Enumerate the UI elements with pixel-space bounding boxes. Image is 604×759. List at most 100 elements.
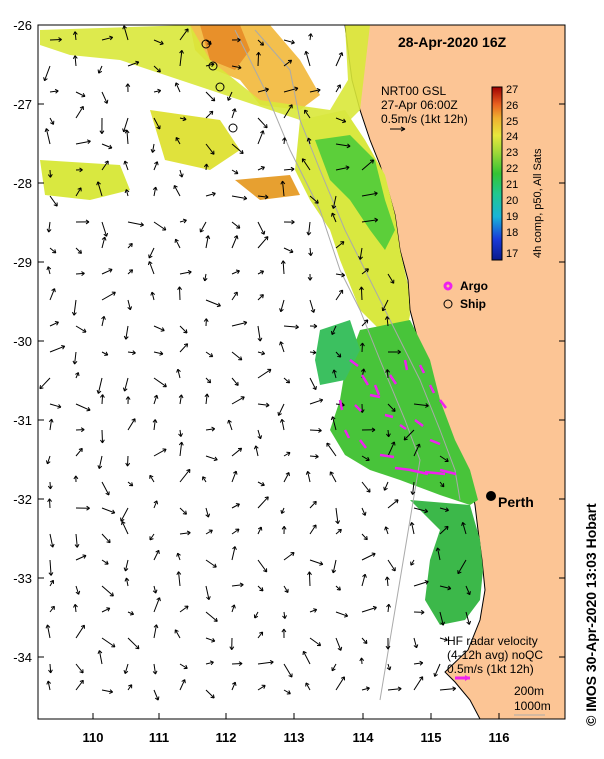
hf-vector xyxy=(373,384,381,396)
sst-legend-value: 25 xyxy=(506,116,518,128)
model-vector xyxy=(101,36,113,41)
model-vector xyxy=(205,689,215,699)
hf-vector xyxy=(403,359,409,371)
model-vector xyxy=(335,84,341,93)
model-vector xyxy=(257,684,266,691)
model-vector xyxy=(387,688,402,691)
model-vector-head xyxy=(385,369,390,373)
model-vector xyxy=(75,187,82,197)
model-key-scale: 0.5m/s (1kt 12h) xyxy=(381,112,468,126)
model-vector-head xyxy=(149,536,154,541)
model-vector-head xyxy=(153,500,159,505)
model-vector-head xyxy=(178,173,184,178)
model-vector-head xyxy=(203,318,209,322)
model-vector xyxy=(231,321,247,327)
model-vector-head xyxy=(397,349,401,355)
model-vector-head xyxy=(48,572,54,576)
model-vector xyxy=(205,91,216,102)
hf-vector xyxy=(429,438,441,446)
model-vector xyxy=(49,605,55,613)
model-vector xyxy=(335,507,339,524)
model-vector xyxy=(179,343,188,353)
model-vector xyxy=(101,316,105,327)
model-vector-head xyxy=(72,55,78,60)
model-vector xyxy=(153,117,161,130)
model-vector-head xyxy=(312,524,317,529)
model-vector-head xyxy=(260,230,266,235)
model-vector-head xyxy=(287,59,293,64)
model-vector-head xyxy=(444,525,449,531)
model-vector-head xyxy=(177,286,183,291)
model-vector xyxy=(174,629,181,639)
model-vector xyxy=(179,469,191,483)
model-vector-head xyxy=(424,580,429,585)
model-vector-head xyxy=(306,137,312,142)
model-vector-head xyxy=(82,554,87,559)
model-vector-head xyxy=(73,603,78,608)
model-vector-head xyxy=(259,587,264,592)
model-vector-head xyxy=(75,372,80,377)
model-vector-head xyxy=(129,611,135,616)
model-vector xyxy=(335,676,345,691)
lat-tick-label: -28 xyxy=(13,176,32,191)
model-vector-head xyxy=(235,269,240,274)
model-vector-head xyxy=(104,160,109,165)
model-vector-head xyxy=(178,394,184,399)
model-vector xyxy=(386,369,389,379)
model-vector xyxy=(304,109,311,119)
model-vector-head xyxy=(104,560,109,565)
model-vector xyxy=(228,419,233,431)
model-vector-head xyxy=(49,543,55,548)
model-vector xyxy=(205,507,209,518)
model-vector-head xyxy=(285,379,291,384)
model-vector xyxy=(231,143,244,154)
model-vector-head xyxy=(101,315,106,320)
hf-vector xyxy=(424,470,446,476)
model-vector xyxy=(257,496,269,509)
model-vector-head xyxy=(73,475,79,480)
model-vector-head xyxy=(72,31,78,36)
model-vector xyxy=(335,289,344,301)
model-vector xyxy=(387,441,395,457)
model-vector-head xyxy=(54,321,59,326)
model-vector-head xyxy=(178,433,183,437)
model-vector-head xyxy=(205,235,211,240)
model-vector-head xyxy=(425,403,429,408)
isobath-1000m-label: 1000m xyxy=(514,699,551,713)
model-vector xyxy=(175,137,181,145)
model-vector-head xyxy=(260,481,265,487)
model-vector-head xyxy=(79,105,84,111)
model-vector-head xyxy=(264,496,269,501)
model-vector-head xyxy=(391,441,396,446)
isobath-1000m xyxy=(234,29,421,701)
model-vector-head xyxy=(384,576,390,581)
model-vector-head xyxy=(331,569,337,574)
model-vector xyxy=(153,221,167,231)
model-vector xyxy=(75,325,87,333)
model-vector-head xyxy=(234,381,239,386)
model-vector-head xyxy=(85,219,90,225)
model-vector-head xyxy=(304,109,309,114)
model-vector-head xyxy=(261,350,266,356)
model-vector xyxy=(75,679,84,691)
model-vector-head xyxy=(259,41,264,46)
model-vector xyxy=(231,584,244,587)
model-vector-head xyxy=(243,195,248,201)
model-vector xyxy=(231,682,236,691)
model-vector xyxy=(49,403,62,408)
model-vector-head xyxy=(103,232,109,237)
model-vector-head xyxy=(305,470,311,475)
model-vector xyxy=(361,606,377,613)
model-vector xyxy=(439,507,449,511)
model-vector-head xyxy=(48,669,53,674)
model-vector xyxy=(413,676,424,691)
model-vector-head xyxy=(239,582,244,588)
model-vector-head xyxy=(160,327,165,332)
model-vector xyxy=(179,679,186,691)
model-vector xyxy=(385,526,389,535)
model-vector-head xyxy=(211,191,216,197)
model-vector xyxy=(148,261,155,275)
model-vector-head xyxy=(259,631,264,636)
model-vector-head xyxy=(99,439,105,444)
